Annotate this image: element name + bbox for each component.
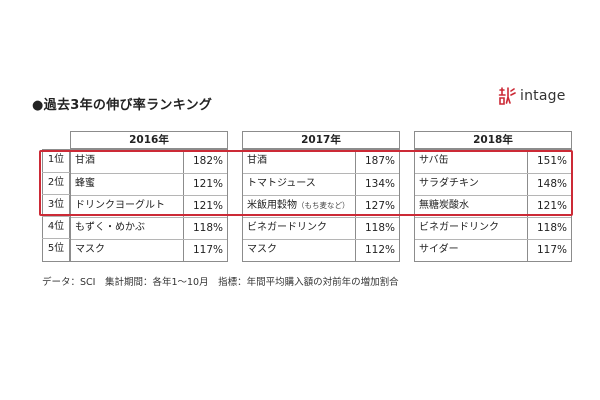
row-divider [415,195,571,196]
row-divider [243,217,399,218]
row-divider [243,195,399,196]
ranking-row: サイダー 117% [415,239,571,261]
value-divider [183,150,184,261]
year-header: 2017年 [242,131,400,149]
growth-rate-value: 134% [364,178,395,190]
row-divider [71,239,227,240]
growth-rate-value: 118% [192,222,223,234]
rank-label: 4位 [47,221,65,232]
item-label: サイダー [419,244,459,255]
row-divider [42,172,70,173]
row-divider [243,239,399,240]
year-column: サバ缶 151% サラダチキン 148% 無糖炭酸水 121% ビネガードリンク 118% サイ… [414,149,572,262]
item-label: もずく・めかぶ [75,222,145,233]
item-name: 甘酒 [75,150,95,172]
ranking-row: もずく・めかぶ 118% [71,217,227,239]
growth-rate-value: 148% [536,178,567,190]
ranking-row: サラダチキン 148% [415,173,571,195]
row-divider [42,238,70,239]
rank-label: 1位 [47,154,65,165]
rank-column [42,149,70,262]
ranking-row: 無糖炭酸水 121% [415,195,571,217]
item-name: もずく・めかぶ [75,217,145,239]
ranking-row: ビネガードリンク 118% [415,217,571,239]
ranking-row: ドリンクヨーグルト 121% [71,195,227,217]
ranking-row: マスク 112% [243,239,399,261]
brand-name: intage [520,88,566,104]
ranking-row: 米飯用穀物（もち麦など） 127% [243,195,399,217]
growth-rate-value: 121% [536,200,567,212]
item-label: トマトジュース [247,178,316,189]
row-divider [243,173,399,174]
item-name: ビネガードリンク [419,217,499,239]
growth-rate-value: 112% [364,244,395,256]
ranking-row: ビネガードリンク 118% [243,217,399,239]
item-label: マスク [247,244,277,255]
row-divider [71,173,227,174]
value-divider [527,150,528,261]
year-column: 甘酒 187% トマトジュース 134% 米飯用穀物（もち麦など） 127% ビネガードリン… [242,149,400,262]
item-name: マスク [247,239,277,261]
item-name: トマトジュース [247,173,316,195]
item-note: （もち麦など） [297,201,350,210]
row-divider [42,194,70,195]
row-divider [71,217,227,218]
ranking-row: 甘酒 182% [71,150,227,172]
item-label: 米飯用穀物 [247,200,297,211]
growth-rate-value: 127% [364,200,395,212]
item-label: サバ缶 [419,155,449,166]
year-header: 2018年 [414,131,572,149]
item-name: サラダチキン [419,173,479,195]
item-label: マスク [75,244,105,255]
growth-rate-value: 118% [364,222,395,234]
rank-label: 5位 [47,243,65,254]
item-name: サイダー [419,239,459,261]
year-header: 2016年 [70,131,228,149]
row-divider [71,195,227,196]
item-name: サバ缶 [419,150,449,172]
item-name: マスク [75,239,105,261]
item-label: ビネガードリンク [247,222,327,233]
ranking-row: トマトジュース 134% [243,173,399,195]
growth-rate-value: 117% [192,244,223,256]
growth-rate-value: 118% [536,222,567,234]
ranking-row: サバ缶 151% [415,150,571,172]
ranking-row: 蜂蜜 121% [71,173,227,195]
item-label: 蜂蜜 [75,178,95,189]
row-divider [415,173,571,174]
growth-rate-value: 187% [364,155,395,167]
value-divider [355,150,356,261]
row-divider [415,239,571,240]
growth-rate-value: 182% [192,155,223,167]
item-name: ビネガードリンク [247,217,327,239]
row-divider [415,217,571,218]
ranking-row: 甘酒 187% [243,150,399,172]
top3-highlight-frame [39,150,573,216]
growth-rate-value: 121% [192,200,223,212]
item-label: 甘酒 [75,155,95,166]
rank-label: 2位 [47,177,65,188]
intage-logo-icon [498,87,516,105]
growth-rate-value: 117% [536,244,567,256]
brand-logo: intage [497,86,566,106]
item-label: サラダチキン [419,178,479,189]
rank-label: 3位 [47,199,65,210]
chart-title: ●過去3年の伸び率ランキング [32,98,213,113]
item-label: ドリンクヨーグルト [75,200,165,211]
growth-rate-value: 151% [536,155,567,167]
item-label: 無糖炭酸水 [419,200,469,211]
item-label: ビネガードリンク [419,222,499,233]
item-name: 無糖炭酸水 [419,195,469,217]
item-name: ドリンクヨーグルト [75,195,165,217]
year-column: 甘酒 182% 蜂蜜 121% ドリンクヨーグルト 121% もずく・めかぶ 118% マスク 1… [70,149,228,262]
item-label: 甘酒 [247,155,267,166]
ranking-row: マスク 117% [71,239,227,261]
growth-rate-value: 121% [192,178,223,190]
item-name: 甘酒 [247,150,267,172]
source-note: データ：SCI 集計期間：各年1～10月 指標：年間平均購入額の対前年の増加割合 [42,277,399,288]
item-name: 米飯用穀物（もち麦など） [247,195,350,217]
row-divider [42,216,70,217]
item-name: 蜂蜜 [75,173,95,195]
